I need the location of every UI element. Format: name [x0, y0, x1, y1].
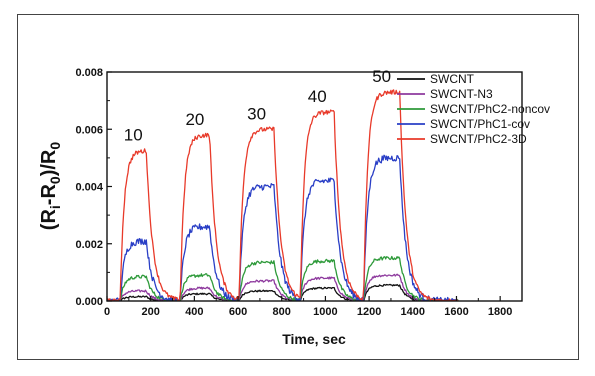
- x-tick-label-1: 200: [142, 306, 160, 318]
- pulse-labels: 10 20 30 40 50: [124, 67, 391, 145]
- legend-label-2: SWCNT/PhC2-noncov: [430, 102, 550, 116]
- legend: SWCNTSWCNT-N3SWCNT/PhC2-noncovSWCNT/PhC1…: [397, 72, 550, 146]
- x-tick-label-5: 1000: [313, 306, 337, 318]
- x-tick-label-9: 1800: [488, 306, 512, 318]
- series-line-4: [106, 89, 459, 302]
- plot-layer: [106, 89, 459, 302]
- y-tick-label-0: 0.000: [75, 296, 103, 308]
- pulse-label-0: 10: [124, 126, 143, 145]
- legend-label-4: SWCNT/PhC2-3D: [430, 132, 527, 146]
- pulse-label-3: 40: [308, 87, 327, 106]
- y-tick-label-2: 0.004: [75, 182, 103, 194]
- pulse-label-2: 30: [247, 104, 266, 123]
- x-axis-title: Time, sec: [282, 331, 346, 347]
- x-tick-label-3: 600: [229, 306, 247, 318]
- y-tick-label-4: 0.008: [75, 67, 103, 79]
- y-tick-label-3: 0.006: [75, 124, 103, 136]
- x-tick-label-4: 800: [273, 306, 291, 318]
- x-tick-label-6: 1200: [357, 306, 381, 318]
- ticks-layer: 0 200 400 600 800 1000 1200 1400 1600 1800 0.000 0.…: [75, 67, 512, 318]
- pulse-label-4: 50: [372, 67, 391, 86]
- legend-label-1: SWCNT-N3: [430, 87, 493, 101]
- x-tick-label-0: 0: [104, 306, 110, 318]
- pulse-label-1: 20: [185, 110, 204, 129]
- x-tick-label-2: 400: [185, 306, 203, 318]
- legend-label-3: SWCNT/PhC1-cov: [430, 117, 530, 131]
- y-axis-title: (Ri-R0)/R0: [38, 142, 63, 231]
- series-line-3: [107, 154, 459, 302]
- y-tick-label-1: 0.002: [75, 239, 103, 251]
- x-tick-label-7: 1400: [401, 306, 425, 318]
- legend-label-0: SWCNT: [430, 72, 475, 86]
- x-tick-label-8: 1600: [444, 306, 468, 318]
